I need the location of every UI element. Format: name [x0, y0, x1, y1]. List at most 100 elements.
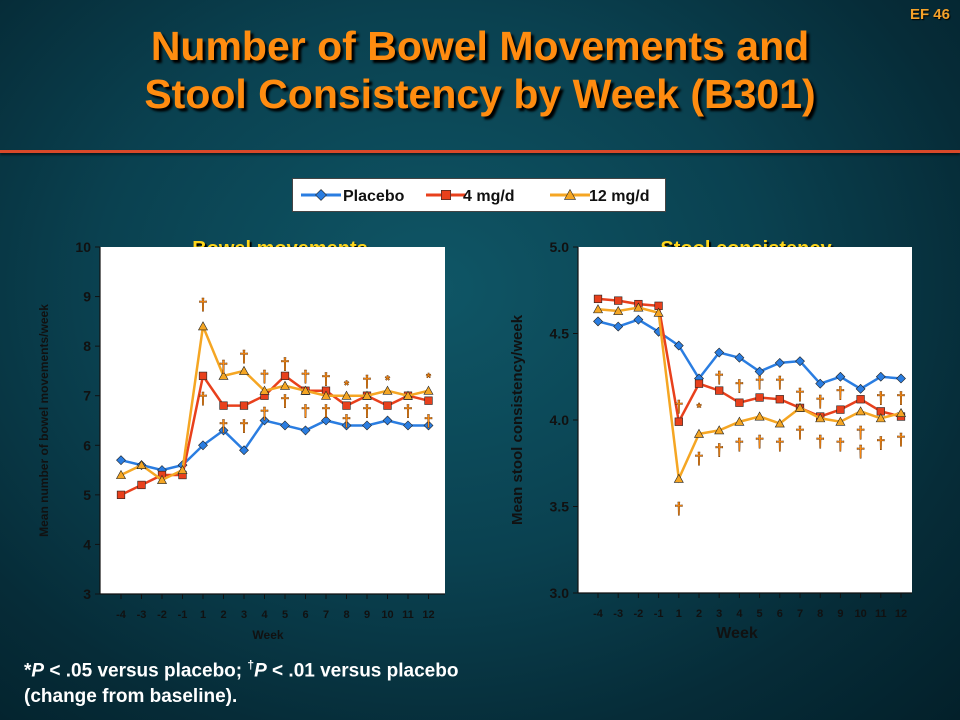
data-point	[424, 396, 433, 405]
data-point	[116, 490, 126, 499]
data-point	[714, 425, 725, 435]
data-point	[239, 445, 249, 456]
significance-marker: †	[674, 499, 683, 518]
x-tick-label: 1	[200, 609, 206, 621]
data-point	[362, 420, 372, 431]
stool-consistency-chart: Stool consistency3.03.54.04.55.0-4-3-2-1…	[509, 238, 912, 642]
data-point	[614, 296, 623, 305]
x-tick-label: -3	[137, 609, 147, 621]
series-line	[120, 419, 429, 472]
y-tick-label: 9	[83, 289, 91, 305]
data-point	[219, 401, 228, 410]
data-point	[115, 469, 127, 479]
significance-marker: †	[219, 357, 228, 376]
y-tick-label: 3.5	[550, 499, 570, 515]
data-point	[300, 385, 311, 395]
y-tick-label: 6	[83, 437, 91, 453]
data-point	[300, 425, 311, 436]
y-tick-label: 7	[83, 388, 91, 404]
significance-marker: †	[775, 373, 784, 392]
data-point	[754, 411, 765, 421]
x-axis-label: Week	[252, 628, 283, 642]
data-point	[895, 407, 907, 417]
data-point	[280, 371, 290, 381]
data-point	[856, 395, 865, 404]
x-tick-label: 6	[302, 609, 308, 621]
significance-marker: †	[674, 397, 683, 416]
significance-marker: †	[896, 389, 905, 408]
significance-marker: †	[795, 423, 804, 442]
data-point	[341, 420, 352, 431]
x-tick-label: 11	[402, 609, 414, 621]
significance-marker: †	[321, 369, 330, 388]
data-point	[403, 420, 413, 431]
data-point	[341, 390, 352, 400]
significance-marker: †	[260, 367, 269, 386]
x-tick-label: -2	[157, 609, 167, 621]
data-point	[137, 480, 146, 490]
significance-marker: †	[876, 389, 885, 408]
x-tick-label: 5	[757, 608, 763, 620]
x-tick-label: 2	[696, 608, 702, 620]
x-tick-label: 3	[716, 608, 722, 620]
significance-marker: †	[694, 449, 703, 468]
significance-marker: †	[735, 435, 744, 454]
x-tick-label: 7	[797, 608, 803, 620]
data-point	[259, 385, 270, 395]
significance-marker: †	[836, 435, 845, 454]
legend-label: Placebo	[343, 188, 405, 205]
significance-marker: †	[714, 368, 723, 387]
data-point	[361, 390, 373, 400]
x-tick-label: 12	[895, 608, 907, 620]
data-point	[855, 383, 866, 394]
significance-marker: †	[424, 412, 433, 431]
x-tick-label: 6	[777, 608, 783, 620]
x-tick-label: 8	[817, 608, 823, 620]
data-point	[694, 379, 704, 388]
footnote-line-2: (change from baseline).	[24, 686, 238, 708]
data-point	[875, 371, 886, 382]
y-tick-label: 3	[83, 586, 91, 602]
legend-label: 4 mg/d	[463, 188, 515, 205]
data-point	[754, 366, 765, 377]
y-tick-label: 4	[83, 536, 91, 552]
x-tick-label: 9	[364, 609, 370, 621]
significance-marker: †	[280, 392, 289, 411]
data-point	[633, 314, 644, 325]
data-point	[279, 380, 291, 390]
significance-marker: †	[239, 416, 248, 435]
series-line	[597, 318, 902, 391]
page-title: Number of Bowel Movements and Stool Cons…	[0, 22, 960, 118]
significance-marker: †	[775, 435, 784, 454]
data-point	[835, 371, 846, 382]
footnote-line-1: *P < .05 versus placebo; †P < .01 versus…	[24, 658, 459, 682]
x-tick-label: -4	[116, 609, 127, 621]
significance-marker: †	[735, 376, 744, 395]
y-axis-label: Mean stool consistency/week	[509, 314, 526, 525]
legend-label: 12 mg/d	[589, 188, 649, 205]
data-point	[239, 401, 249, 410]
significance-marker: †	[198, 295, 207, 314]
significance-marker: †	[714, 440, 723, 459]
data-point	[633, 302, 644, 312]
data-point	[735, 398, 744, 407]
title-divider	[0, 150, 960, 153]
y-tick-label: 8	[83, 338, 91, 354]
data-point	[836, 405, 845, 414]
data-point	[593, 316, 603, 327]
significance-marker: †	[260, 404, 269, 423]
significance-marker: †	[198, 389, 207, 408]
y-tick-label: 5	[83, 487, 91, 503]
x-tick-label: -2	[634, 608, 644, 620]
significance-marker: †	[301, 402, 310, 421]
significance-marker: †	[755, 373, 764, 392]
data-point	[156, 474, 168, 484]
data-point	[423, 385, 434, 395]
data-point	[674, 417, 683, 426]
data-point	[321, 415, 331, 426]
significance-marker: †	[342, 412, 351, 431]
significance-marker: *	[385, 372, 391, 387]
data-point	[280, 420, 290, 431]
data-point	[795, 356, 805, 367]
data-point	[238, 365, 250, 375]
